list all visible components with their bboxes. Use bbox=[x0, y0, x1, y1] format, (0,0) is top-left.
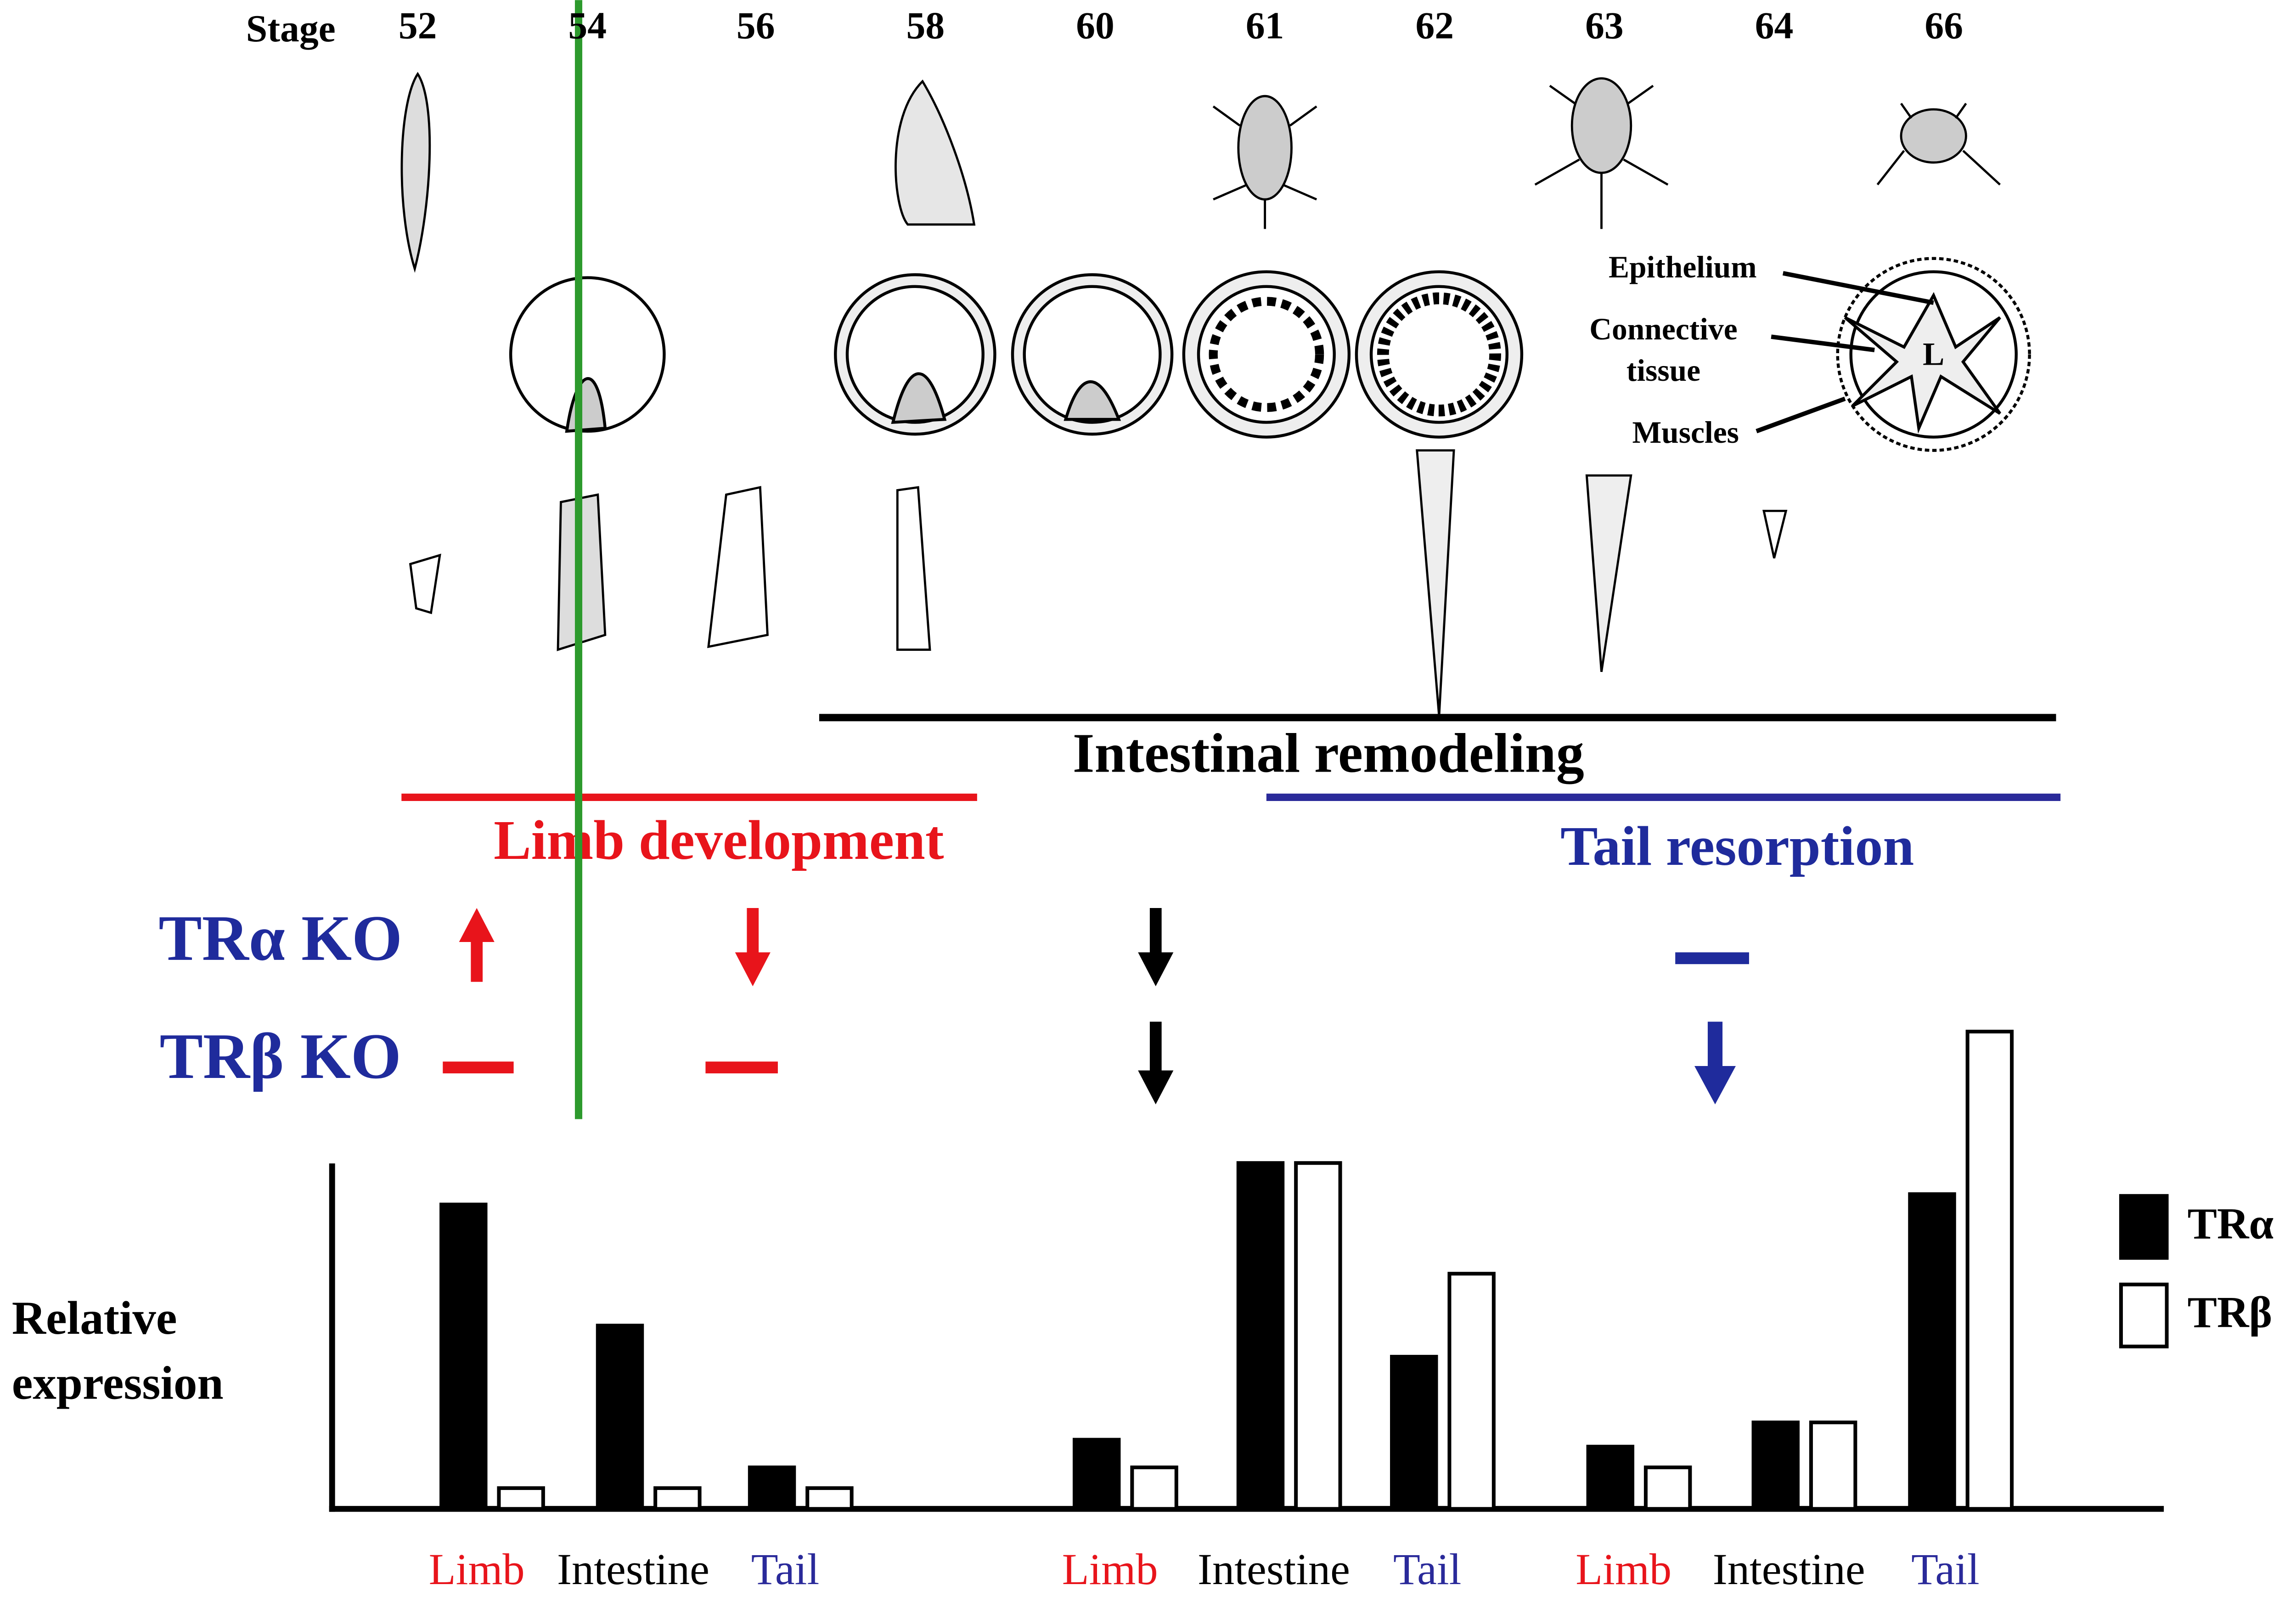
y-axis-label: expression bbox=[12, 1357, 224, 1409]
down-arrow bbox=[1694, 1021, 1736, 1105]
legend-swatch bbox=[2119, 1194, 2169, 1260]
stage-number: 54 bbox=[568, 5, 607, 47]
bar bbox=[805, 1486, 854, 1511]
muscles-label: Muscles bbox=[1632, 415, 1739, 450]
no-change bbox=[705, 1061, 778, 1074]
froglet bbox=[1534, 77, 1669, 229]
stage-number: 61 bbox=[1246, 5, 1284, 47]
x-tick-label: Limb bbox=[1576, 1545, 1671, 1594]
connective-label: tissue bbox=[1626, 353, 1700, 388]
tail bbox=[1585, 474, 1632, 672]
bar bbox=[497, 1486, 545, 1511]
stage-row: Stage bbox=[246, 8, 336, 50]
no-change bbox=[1675, 952, 1749, 965]
tadpole bbox=[400, 72, 431, 273]
drawings bbox=[400, 72, 2031, 716]
bar bbox=[1908, 1192, 1956, 1511]
x-tick-label: Tail bbox=[751, 1545, 820, 1594]
stage-number: 56 bbox=[737, 5, 775, 47]
tadpole bbox=[895, 79, 976, 226]
bar bbox=[1130, 1465, 1178, 1511]
legend-swatch bbox=[2119, 1282, 2169, 1348]
bar bbox=[1390, 1354, 1438, 1511]
down-arrow bbox=[1138, 1021, 1174, 1105]
bar bbox=[653, 1486, 702, 1511]
tail bbox=[1762, 509, 1788, 558]
bar bbox=[439, 1202, 488, 1511]
process-label: Tail resorption bbox=[1560, 815, 1914, 877]
x-tick-label: Tail bbox=[1911, 1545, 1980, 1594]
knockout-label: TRβ KO bbox=[160, 1020, 401, 1092]
down-arrow bbox=[1138, 908, 1174, 987]
lumen-label: L bbox=[1923, 336, 1944, 372]
bar bbox=[1236, 1161, 1285, 1511]
bar bbox=[748, 1465, 796, 1511]
epithelium-label: Epithelium bbox=[1609, 250, 1757, 284]
bar bbox=[1072, 1438, 1121, 1511]
effects bbox=[443, 908, 1749, 1105]
stage-number: 58 bbox=[906, 5, 945, 47]
label-arrows bbox=[1756, 271, 1934, 434]
knockout-label: TRα KO bbox=[158, 902, 402, 974]
bar bbox=[1643, 1465, 1692, 1511]
froglet bbox=[1212, 95, 1317, 229]
bar bbox=[1586, 1444, 1635, 1511]
stage-number: 60 bbox=[1076, 5, 1114, 47]
x-tick-label: Intestine bbox=[557, 1545, 709, 1594]
bar bbox=[596, 1324, 644, 1511]
frog bbox=[1876, 102, 2001, 186]
up-arrow bbox=[459, 908, 495, 982]
stage-number: 66 bbox=[1925, 5, 1963, 47]
down-arrow bbox=[735, 908, 771, 987]
x-tick-label: Tail bbox=[1393, 1545, 1462, 1594]
legend-label: TRα bbox=[2188, 1199, 2274, 1248]
bar bbox=[1965, 1030, 2014, 1511]
connective-label: Connective bbox=[1589, 312, 1737, 346]
bar bbox=[1447, 1272, 1496, 1511]
x-tick-label: Limb bbox=[429, 1545, 525, 1594]
no-change bbox=[443, 1061, 514, 1074]
x-tick-label: Limb bbox=[1062, 1545, 1158, 1594]
legend-label: TRβ bbox=[2188, 1288, 2273, 1337]
tail bbox=[1416, 449, 1455, 716]
stage-number: 64 bbox=[1755, 5, 1794, 47]
y-axis-label: Relative bbox=[12, 1292, 177, 1344]
limb bbox=[707, 486, 769, 649]
x-tick-label: Intestine bbox=[1198, 1545, 1350, 1594]
stage-label: Stage bbox=[246, 8, 336, 50]
limb bbox=[409, 553, 441, 615]
stage-number: 62 bbox=[1416, 5, 1454, 47]
stage-number: 63 bbox=[1585, 5, 1624, 47]
process-label: Intestinal remodeling bbox=[1073, 722, 1584, 784]
bar bbox=[1294, 1161, 1342, 1511]
intestine-sections bbox=[509, 257, 2031, 452]
bars bbox=[439, 1030, 2014, 1511]
x-tick-label: Intestine bbox=[1713, 1545, 1865, 1594]
limb bbox=[896, 486, 931, 651]
bar bbox=[1809, 1420, 1857, 1511]
stage-number: 52 bbox=[399, 5, 437, 47]
process-label: Limb development bbox=[494, 809, 944, 871]
bar bbox=[1751, 1420, 1800, 1511]
